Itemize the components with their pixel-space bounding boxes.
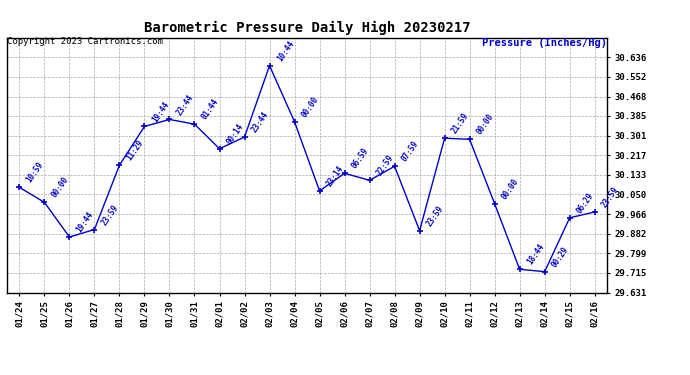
Text: 06:29: 06:29 [575,191,596,215]
Text: 07:59: 07:59 [400,140,421,164]
Title: Barometric Pressure Daily High 20230217: Barometric Pressure Daily High 20230217 [144,21,471,35]
Text: 10:44: 10:44 [275,39,296,63]
Text: Pressure (Inches/Hg): Pressure (Inches/Hg) [482,38,607,48]
Text: 06:59: 06:59 [350,146,371,171]
Text: 01:44: 01:44 [200,97,221,122]
Text: 22:59: 22:59 [375,153,396,177]
Text: 23:14: 23:14 [325,164,346,188]
Text: 19:44: 19:44 [150,100,170,124]
Text: 23:44: 23:44 [175,93,196,117]
Text: 00:00: 00:00 [50,176,70,200]
Text: 19:44: 19:44 [75,210,96,234]
Text: 23:59: 23:59 [600,185,621,209]
Text: 00:29: 00:29 [550,245,571,269]
Text: 00:00: 00:00 [475,112,496,136]
Text: Copyright 2023 Cartronics.com: Copyright 2023 Cartronics.com [7,38,163,46]
Text: 23:59: 23:59 [100,202,121,227]
Text: 18:44: 18:44 [525,242,546,267]
Text: 23:59: 23:59 [425,204,446,228]
Text: 00:00: 00:00 [500,177,521,201]
Text: 00:00: 00:00 [300,95,321,119]
Text: 11:29: 11:29 [125,138,146,162]
Text: 23:44: 23:44 [250,110,270,134]
Text: 00:14: 00:14 [225,122,246,146]
Text: 10:59: 10:59 [25,160,46,184]
Text: 21:59: 21:59 [450,111,471,135]
